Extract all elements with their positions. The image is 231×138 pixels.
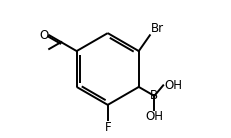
Text: OH: OH [145,110,163,123]
Text: B: B [150,89,158,102]
Text: F: F [104,121,111,134]
Text: O: O [39,29,48,42]
Text: OH: OH [163,79,181,92]
Text: Br: Br [150,22,163,35]
